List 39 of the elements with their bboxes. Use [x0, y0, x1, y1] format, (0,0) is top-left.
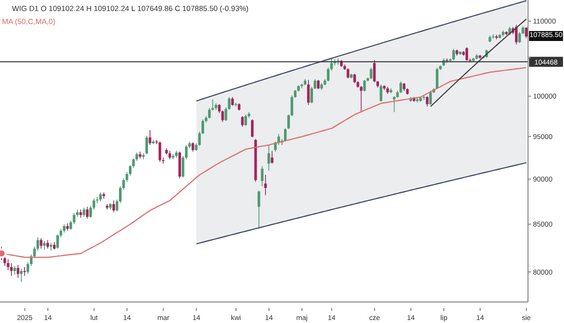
candlestick [158, 141, 162, 162]
candlestick [363, 79, 366, 92]
candlestick [72, 212, 76, 225]
candlestick [466, 46, 468, 62]
candlestick [346, 68, 350, 79]
candlestick [23, 266, 26, 276]
candlestick [264, 174, 267, 196]
candlestick [307, 79, 310, 106]
candlestick [82, 207, 86, 218]
candlestick [192, 142, 194, 152]
candlestick [429, 90, 432, 106]
candlestick [50, 242, 52, 251]
candlestick [112, 200, 115, 213]
candlestick [270, 150, 274, 164]
candlestick [380, 84, 382, 102]
candlestick [10, 262, 13, 276]
candlestick [40, 238, 42, 250]
candlestick [260, 166, 264, 187]
candlestick [524, 27, 528, 39]
candlestick [241, 116, 244, 128]
candlestick [148, 130, 152, 146]
candlestick [20, 268, 23, 282]
candlestick [452, 48, 455, 60]
candlestick [353, 73, 356, 84]
candlestick [251, 118, 254, 138]
candlestick [26, 262, 30, 274]
line-series [430, 18, 527, 108]
candlestick [86, 206, 89, 220]
candlestick [145, 135, 148, 155]
candlestick [244, 114, 247, 126]
candlestick [317, 79, 320, 90]
candlestick [373, 60, 376, 83]
candlestick [258, 190, 260, 228]
candlestick [268, 144, 270, 171]
candlestick [426, 96, 428, 107]
candlestick [370, 67, 372, 80]
candlestick [208, 108, 211, 119]
line-series [196, 162, 527, 244]
candlestick [16, 264, 20, 278]
